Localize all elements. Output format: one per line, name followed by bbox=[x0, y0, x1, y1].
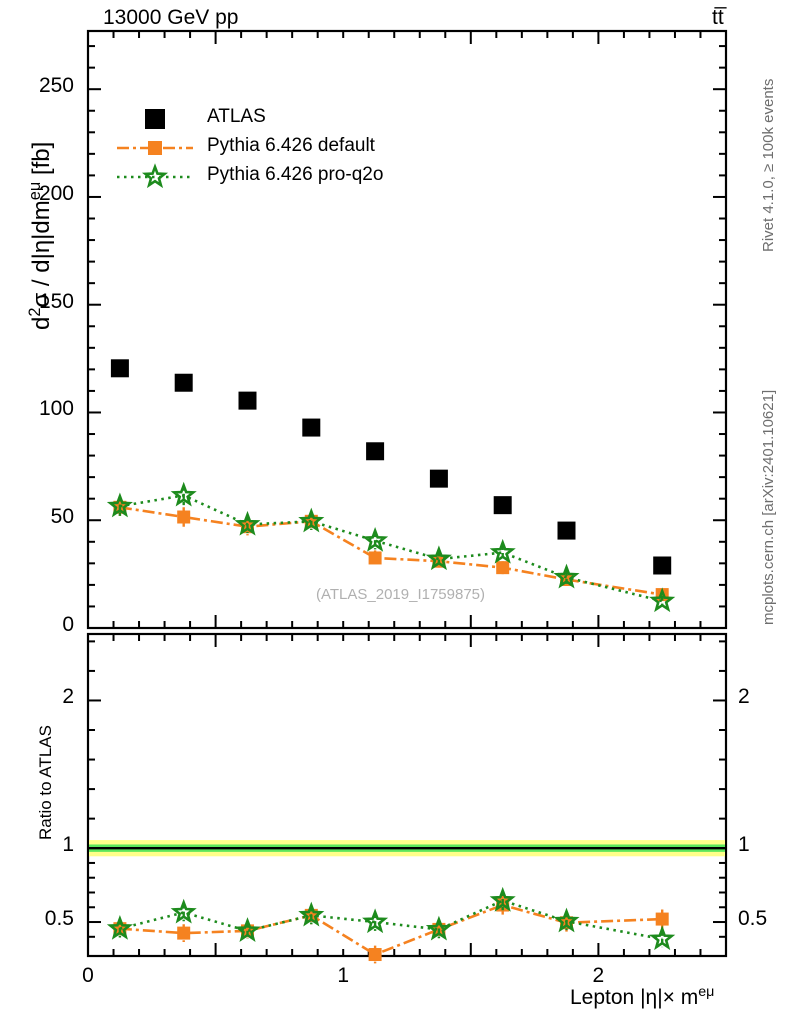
ratio-ytick-label-right: 2 bbox=[738, 685, 750, 709]
main-series-0-marker-square bbox=[653, 556, 672, 575]
ratio-series-1-marker-star bbox=[298, 901, 325, 927]
main-series-0-marker-square bbox=[238, 391, 257, 410]
ratio-ytick-label: 1 bbox=[62, 833, 74, 857]
legend-markers bbox=[117, 109, 193, 189]
header-process: tt̅ bbox=[712, 6, 724, 29]
main-series-2-marker-star bbox=[170, 481, 197, 507]
main-panel-frame bbox=[86, 29, 728, 630]
main-series-0-marker-square bbox=[557, 521, 576, 540]
main-series-2-marker-star bbox=[489, 538, 516, 564]
ratio-series-1-marker-star bbox=[489, 886, 516, 912]
main-series-0-marker-square bbox=[493, 496, 512, 515]
main-panel-series bbox=[106, 359, 676, 613]
main-series-0-marker-square bbox=[429, 469, 448, 488]
ratio-series-0-marker-square bbox=[177, 926, 191, 940]
ratio-series-1-marker-star bbox=[234, 917, 261, 942]
main-series-2-marker-star bbox=[234, 510, 261, 536]
ratio-series-1-line bbox=[119, 899, 663, 941]
main-ytick-label: 150 bbox=[38, 289, 74, 313]
main-series-1-marker-square bbox=[177, 510, 191, 524]
main-ytick-label: 100 bbox=[38, 397, 74, 421]
ratio-series-1-marker-star bbox=[553, 907, 580, 933]
ratio-series-0-marker-square bbox=[655, 912, 669, 926]
ratio-ytick-label: 2 bbox=[62, 685, 74, 709]
main-series-0-marker-square bbox=[366, 442, 385, 461]
main-series-2-marker-star bbox=[425, 545, 452, 571]
legend-label-1: Pythia 6.426 default bbox=[207, 135, 375, 156]
legend-marker-1 bbox=[148, 141, 162, 155]
ratio-series-1-marker-star bbox=[106, 914, 133, 940]
main-series-1-marker-square bbox=[368, 551, 382, 565]
header-beam-energy: 13000 GeV pp bbox=[103, 6, 239, 29]
ratio-series-0-line bbox=[119, 903, 663, 956]
ratio-series-1-marker-star bbox=[649, 925, 676, 951]
ratio-ytick-label-right: 0.5 bbox=[738, 907, 768, 931]
main-ytick-label: 0 bbox=[62, 613, 74, 636]
axis-frames bbox=[86, 29, 728, 958]
main-series-0-marker-square bbox=[302, 418, 321, 437]
main-series-0-marker-square bbox=[174, 373, 193, 392]
main-series-2-marker-star bbox=[298, 507, 325, 533]
legend-label-2: Pythia 6.426 pro-q2o bbox=[207, 164, 384, 185]
ratio-series-1-marker-star bbox=[362, 908, 389, 934]
ratio-ytick-label-right: 1 bbox=[738, 833, 750, 857]
legend-label-0: ATLAS bbox=[207, 106, 266, 127]
main-ytick-label: 200 bbox=[38, 181, 74, 205]
ratio-series-0-marker-square bbox=[368, 948, 382, 962]
ratio-series-1-marker-star bbox=[170, 898, 197, 924]
ratio-ytick-label: 0.5 bbox=[44, 907, 74, 931]
main-series-2-marker-star bbox=[649, 587, 676, 613]
x-axis-label: Lepton |η|× meμ bbox=[570, 984, 715, 1009]
main-series-2-marker-star bbox=[362, 527, 389, 552]
uncertainty-band bbox=[89, 840, 725, 857]
main-series-1-marker-square bbox=[496, 561, 510, 575]
main-series-2-marker-star bbox=[553, 563, 580, 589]
main-ytick-label: 50 bbox=[50, 505, 74, 529]
axis-ticks bbox=[87, 31, 727, 956]
xtick-label: 1 bbox=[337, 964, 350, 987]
analysis-watermark: (ATLAS_2019_I1759875) bbox=[316, 586, 486, 603]
xtick-label: 0 bbox=[82, 964, 94, 987]
ratio-panel-frame bbox=[86, 632, 728, 958]
ratio-series-1-marker-star bbox=[425, 915, 452, 941]
legend-marker-0 bbox=[145, 109, 165, 129]
main-series-1-line bbox=[119, 506, 663, 596]
main-series-2-marker-star bbox=[106, 492, 133, 518]
main-series-0-marker-square bbox=[110, 359, 129, 378]
main-series-2-line bbox=[119, 494, 663, 603]
ratio-panel-series bbox=[106, 886, 676, 964]
xtick-label: 2 bbox=[592, 964, 605, 987]
legend-marker-2 bbox=[141, 163, 169, 189]
main-ytick-label: 250 bbox=[38, 74, 74, 98]
